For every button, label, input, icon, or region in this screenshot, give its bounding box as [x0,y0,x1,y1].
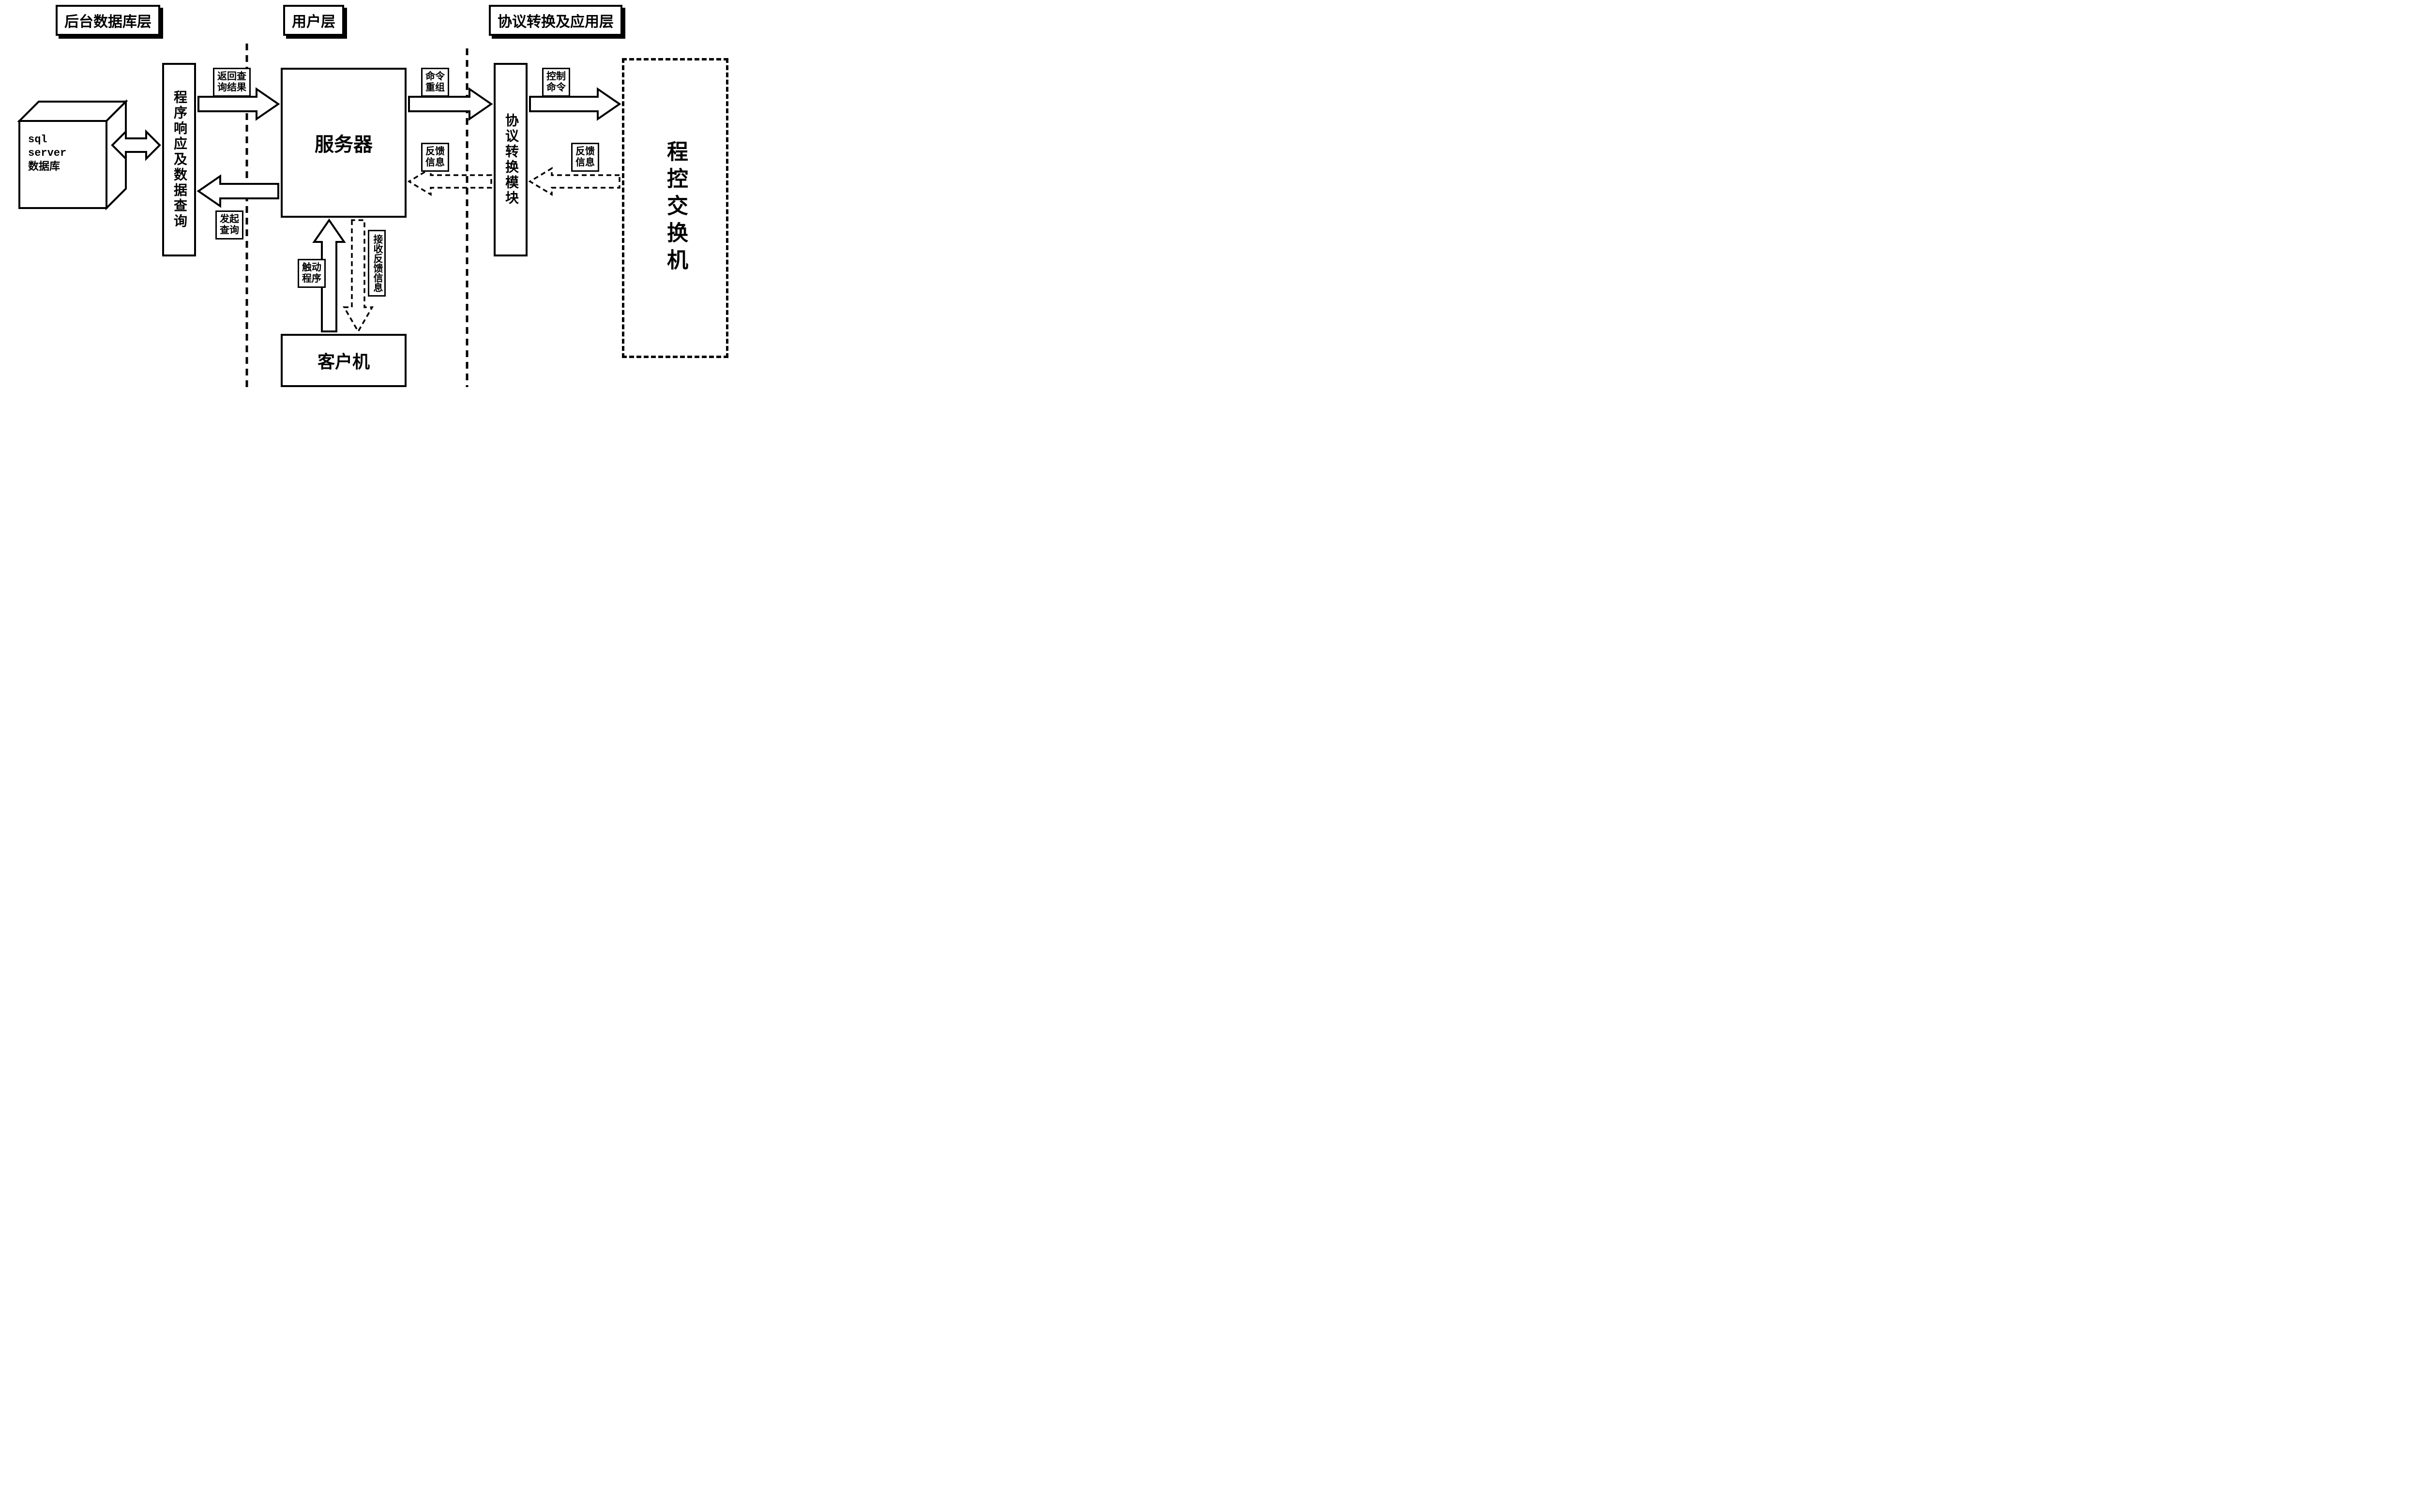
title-protocol-layer: 协议转换及应用层 [489,5,622,36]
title-db-layer: 后台数据库层 [56,5,160,36]
arrow-server-to-query [198,176,278,206]
arrow-protocol-to-server-dashed [409,168,491,195]
arrow-switch-to-protocol-dashed [530,168,620,195]
label-trigger: 触动程序 [298,259,326,288]
label-initiate-query: 发起查询 [215,210,243,240]
node-server: 服务器 [281,68,407,218]
node-query-module: 程序响应及数据查询 [162,63,196,256]
arrow-db-bi [112,132,160,159]
label-feedback-2: 反馈信息 [571,143,599,172]
label-feedback-1: 反馈信息 [421,143,449,172]
label-return-result: 返回查询结果 [213,68,251,97]
node-client: 客户机 [281,334,407,387]
diagram-stage: 后台数据库层 用户层 协议转换及应用层 [0,0,745,397]
label-cmd-regroup: 命令重组 [421,68,449,97]
label-ctrl-cmd: 控制命令 [542,68,570,97]
node-protocol: 协议转换模块 [494,63,528,256]
node-switch: 程控交换机 [622,58,728,358]
label-recv-feedback: 接收反馈信息 [368,230,386,297]
title-user-layer: 用户层 [283,5,344,36]
database-label: sql server 数据库 [28,133,66,174]
